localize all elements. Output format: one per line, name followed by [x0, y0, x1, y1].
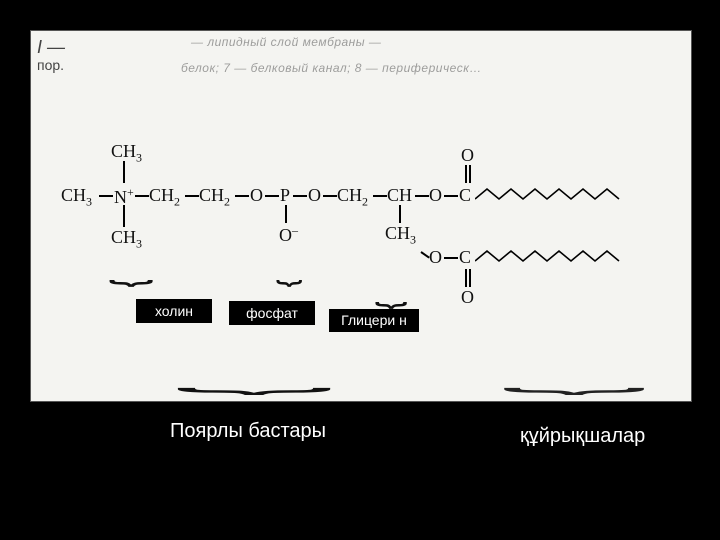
atom-o-minus: O– — [279, 223, 298, 246]
atom-ch2-c: CH2 — [337, 185, 368, 210]
bond — [293, 195, 307, 197]
atom-ch2-b: CH2 — [199, 185, 230, 210]
atom-o3: O — [429, 185, 442, 206]
bond — [373, 195, 387, 197]
slide-stage: I — пор. — липидный слой мембраны — бело… — [0, 0, 720, 540]
atom-c1: C — [459, 185, 471, 206]
bond — [123, 205, 125, 227]
bond — [444, 195, 458, 197]
scanned-paper: I — пор. — липидный слой мембраны — бело… — [30, 30, 692, 402]
brace-polar-head: ⏟ — [175, 359, 333, 394]
faint-header-line-2: белок; 7 — белковый канал; 8 — периферич… — [181, 61, 482, 75]
faint-header-line-1: — липидный слой мембраны — — [191, 35, 381, 49]
atom-ch-mid: CH — [387, 185, 412, 206]
bond — [185, 195, 199, 197]
bond — [123, 161, 125, 183]
double-bond — [465, 269, 467, 287]
atom-ch3-top: CH3 — [111, 141, 142, 166]
bond — [323, 195, 337, 197]
bond — [444, 257, 458, 259]
margin-roman-i: I — — [37, 37, 65, 58]
brace-glycerin: ⏟ — [375, 273, 408, 308]
brace-tails: ⏟ — [502, 359, 647, 394]
bond — [399, 205, 401, 223]
bond — [99, 195, 113, 197]
brace-phosphate: ⏟ — [276, 251, 303, 286]
atom-o2: O — [308, 185, 321, 206]
atom-ch3-left: CH3 — [61, 185, 92, 210]
atom-o1: O — [250, 185, 263, 206]
caption-tails: құйрықшалар — [520, 425, 645, 448]
atom-ch3-mid-below: CH3 — [385, 223, 416, 248]
bond — [135, 195, 149, 197]
atom-ch2-a: CH2 — [149, 185, 180, 210]
caption-polar-heads: Поярлы бастары — [170, 420, 326, 443]
fatty-acid-tail-2 — [475, 243, 685, 269]
margin-word: пор. — [37, 57, 64, 73]
bond — [415, 195, 429, 197]
atom-o6: O — [461, 287, 474, 308]
label-glycerin: Глицери н — [329, 309, 419, 332]
label-choline: холин — [136, 299, 212, 323]
atom-o4: O — [429, 247, 442, 268]
atom-c2: C — [459, 247, 471, 268]
bond — [235, 195, 249, 197]
double-bond — [465, 165, 467, 183]
fatty-acid-tail-1 — [475, 181, 685, 207]
atom-ch3-bottom: CH3 — [111, 227, 142, 252]
label-phosphate: фосфат — [229, 301, 315, 325]
bond — [265, 195, 279, 197]
atom-o5: O — [461, 145, 474, 166]
brace-choline: ⏟ — [109, 251, 154, 286]
atom-p: P — [280, 185, 290, 206]
bond — [285, 205, 287, 223]
